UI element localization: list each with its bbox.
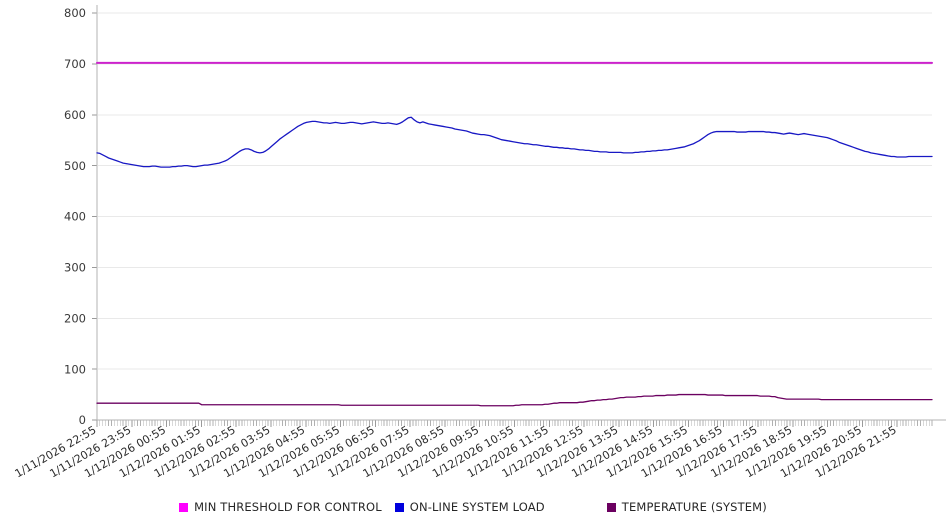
y-tick-label-300: 300 (64, 261, 86, 275)
legend-swatch-min-threshold-icon (179, 502, 189, 512)
legend-swatch-on-line-system-load-icon (394, 502, 404, 512)
y-tick-label-500: 500 (64, 159, 86, 173)
legend-swatch-temperature-system-icon (606, 502, 616, 512)
y-tick-label-600: 600 (64, 108, 86, 122)
series-line-temperature-system (96, 393, 933, 407)
chart-legend: MIN THRESHOLD FOR CONTROL ON-LINE SYSTEM… (0, 496, 946, 518)
x-axis-ticks-group (96, 420, 898, 427)
y-axis-labels-group: 0 100 200 300 400 500 600 700 800 (64, 6, 86, 427)
y-tick-label-800: 800 (64, 6, 86, 20)
legend-item-temperature-system[interactable]: TEMPERATURE (SYSTEM) (606, 500, 767, 514)
y-tick-label-400: 400 (64, 210, 86, 224)
gridlines-group (98, 12, 932, 370)
legend-label-min-threshold-for-control: MIN THRESHOLD FOR CONTROL (194, 500, 382, 514)
y-tick-label-200: 200 (64, 311, 86, 325)
x-axis-labels-group: 1/11/2026 22:551/11/2026 23:551/12/2026 … (13, 423, 899, 480)
y-tick-label-700: 700 (64, 57, 86, 71)
legend-item-min-threshold-for-control[interactable]: MIN THRESHOLD FOR CONTROL (179, 500, 382, 514)
legend-label-temperature-system: TEMPERATURE (SYSTEM) (621, 500, 767, 514)
y-tick-label-100: 100 (64, 362, 86, 376)
legend-item-on-line-system-load[interactable]: ON-LINE SYSTEM LOAD (394, 500, 545, 514)
series-line-on-line-system-load (96, 116, 933, 168)
y-axis-ticks-group (92, 12, 97, 421)
axis-lines-group (96, 5, 946, 421)
data-series-group (96, 61, 933, 407)
y-tick-label-0: 0 (79, 413, 86, 427)
legend-label-on-line-system-load: ON-LINE SYSTEM LOAD (409, 500, 545, 514)
